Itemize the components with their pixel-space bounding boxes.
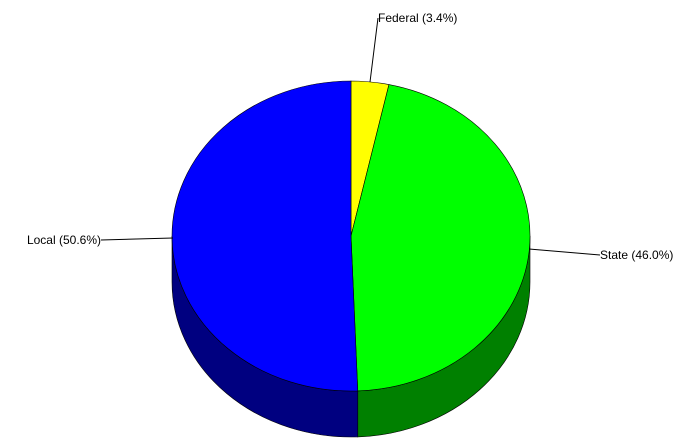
leader-line-local [100, 237, 174, 241]
slice-state [350, 84, 531, 392]
leader-lines [100, 17, 601, 256]
leader-line-federal [369, 17, 379, 83]
slice-label-federal: Federal (3.4%) [378, 11, 457, 25]
leader-line-state [528, 248, 601, 256]
slice-labels: Federal (3.4%) State (46.0%) Local (50.6%) [27, 11, 673, 262]
slice-label-state: State (46.0%) [600, 248, 673, 262]
pie-tops [171, 80, 531, 392]
slice-local [171, 80, 359, 392]
slice-label-local: Local (50.6%) [27, 233, 101, 247]
